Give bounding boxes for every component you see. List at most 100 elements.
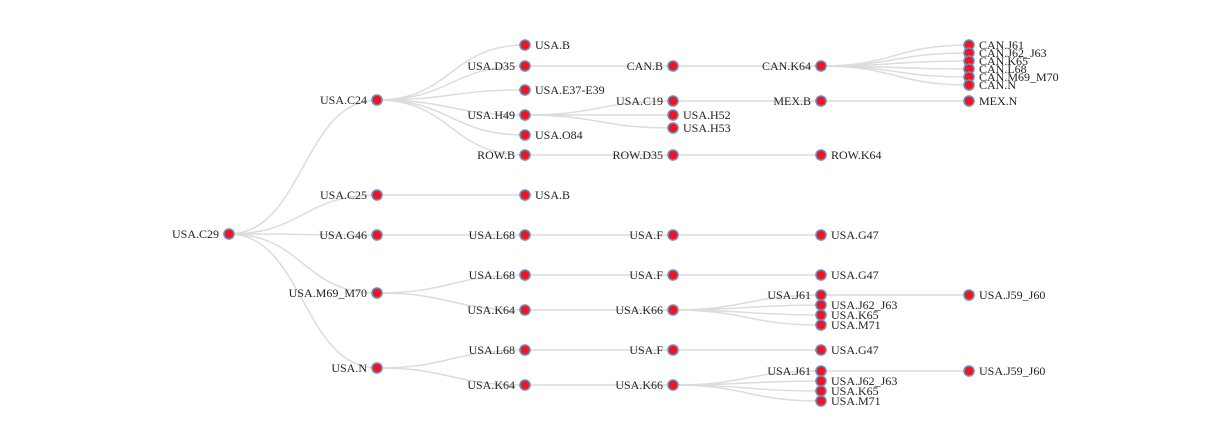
tree-node-usa-e37-e39[interactable]: USA.E37-E39 <box>519 83 605 97</box>
node-dot[interactable] <box>519 129 531 141</box>
tree-node-usa-n[interactable]: USA.N <box>331 361 383 375</box>
node-dot[interactable] <box>815 319 827 331</box>
node-dot[interactable] <box>371 362 383 374</box>
tree-node-mex-b[interactable]: MEX.B <box>773 94 827 108</box>
tree-node-usa-b[interactable]: USA.B <box>519 188 570 202</box>
node-label: USA.L68 <box>469 228 515 242</box>
tree-node-usa-l68[interactable]: USA.L68 <box>469 228 531 242</box>
tree-node-usa-d35[interactable]: USA.D35 <box>467 59 531 73</box>
tree-node-usa-j59-j60[interactable]: USA.J59_J60 <box>963 364 1045 378</box>
tree-node-usa-g46[interactable]: USA.G46 <box>319 228 383 242</box>
tree-node-usa-j61[interactable]: USA.J61 <box>767 364 827 378</box>
tree-node-usa-m71[interactable]: USA.M71 <box>815 318 881 332</box>
tree-node-row-k64[interactable]: ROW.K64 <box>815 148 882 162</box>
node-dot[interactable] <box>667 60 679 72</box>
tree-node-can-l68[interactable]: CAN.L68 <box>963 62 1027 76</box>
tree-node-usa-m71[interactable]: USA.M71 <box>815 394 881 408</box>
node-dot[interactable] <box>815 375 827 387</box>
tree-node-can-b[interactable]: CAN.B <box>627 59 679 73</box>
node-dot[interactable] <box>519 229 531 241</box>
tree-node-usa-f[interactable]: USA.F <box>629 228 679 242</box>
tree-node-row-d35[interactable]: ROW.D35 <box>612 148 679 162</box>
node-dot[interactable] <box>667 229 679 241</box>
node-dot[interactable] <box>667 149 679 161</box>
tree-node-usa-f[interactable]: USA.F <box>629 268 679 282</box>
node-dot[interactable] <box>371 94 383 106</box>
tree-node-usa-k66[interactable]: USA.K66 <box>615 303 679 317</box>
node-dot[interactable] <box>963 95 975 107</box>
tree-node-can-m69-m70[interactable]: CAN.M69_M70 <box>963 70 1059 84</box>
node-dot[interactable] <box>963 365 975 377</box>
tree-node-row-b[interactable]: ROW.B <box>477 148 531 162</box>
tree-node-usa-j62-j63[interactable]: USA.J62_J63 <box>815 374 897 388</box>
node-dot[interactable] <box>371 229 383 241</box>
node-dot[interactable] <box>667 109 679 121</box>
tree-node-can-k65[interactable]: CAN.K65 <box>963 54 1028 68</box>
node-dot[interactable] <box>223 228 235 240</box>
tree-node-mex-n[interactable]: MEX.N <box>963 94 1018 108</box>
tree-node-usa-j62-j63[interactable]: USA.J62_J63 <box>815 298 897 312</box>
node-dot[interactable] <box>519 39 531 51</box>
node-dot[interactable] <box>815 365 827 377</box>
tree-node-usa-h53[interactable]: USA.H53 <box>667 121 731 135</box>
tree-node-usa-c24[interactable]: USA.C24 <box>320 93 383 107</box>
tree-node-usa-c25[interactable]: USA.C25 <box>320 188 383 202</box>
node-label: USA.N <box>331 361 367 375</box>
tree-node-can-n[interactable]: CAN.N <box>963 78 1016 92</box>
node-dot[interactable] <box>815 229 827 241</box>
node-dot[interactable] <box>667 122 679 134</box>
node-dot[interactable] <box>815 395 827 407</box>
tree-node-usa-f[interactable]: USA.F <box>629 343 679 357</box>
tree-node-usa-k65[interactable]: USA.K65 <box>815 308 879 322</box>
tree-node-can-k64[interactable]: CAN.K64 <box>762 59 827 73</box>
node-dot[interactable] <box>519 109 531 121</box>
tree-node-usa-o84[interactable]: USA.O84 <box>519 128 583 142</box>
tree-node-can-j61[interactable]: CAN.J61 <box>963 38 1024 52</box>
node-label: USA.F <box>629 268 663 282</box>
tree-node-usa-h49[interactable]: USA.H49 <box>467 108 531 122</box>
tree-node-usa-j61[interactable]: USA.J61 <box>767 288 827 302</box>
node-dot[interactable] <box>815 299 827 311</box>
tree-node-usa-h52[interactable]: USA.H52 <box>667 108 731 122</box>
tree-node-usa-j59-j60[interactable]: USA.J59_J60 <box>963 288 1045 302</box>
node-dot[interactable] <box>963 289 975 301</box>
node-dot[interactable] <box>519 60 531 72</box>
node-dot[interactable] <box>519 304 531 316</box>
node-dot[interactable] <box>815 60 827 72</box>
node-dot[interactable] <box>519 189 531 201</box>
tree-link <box>228 99 378 235</box>
node-dot[interactable] <box>815 385 827 397</box>
node-dot[interactable] <box>815 344 827 356</box>
tree-node-usa-l68[interactable]: USA.L68 <box>469 343 531 357</box>
node-dot[interactable] <box>519 84 531 96</box>
node-dot[interactable] <box>667 344 679 356</box>
tree-node-usa-b[interactable]: USA.B <box>519 38 570 52</box>
node-dot[interactable] <box>667 304 679 316</box>
node-dot[interactable] <box>667 95 679 107</box>
node-dot[interactable] <box>519 269 531 281</box>
node-dot[interactable] <box>371 287 383 299</box>
tree-node-usa-k66[interactable]: USA.K66 <box>615 378 679 392</box>
tree-node-usa-c29[interactable]: USA.C29 <box>172 227 235 241</box>
node-dot[interactable] <box>667 269 679 281</box>
node-dot[interactable] <box>815 149 827 161</box>
node-dot[interactable] <box>519 149 531 161</box>
node-label: USA.B <box>535 188 570 202</box>
node-dot[interactable] <box>667 379 679 391</box>
tree-node-usa-g47[interactable]: USA.G47 <box>815 343 879 357</box>
tree-node-usa-c19[interactable]: USA.C19 <box>616 94 679 108</box>
tree-node-usa-g47[interactable]: USA.G47 <box>815 268 879 282</box>
node-dot[interactable] <box>371 189 383 201</box>
tree-node-usa-k64[interactable]: USA.K64 <box>467 303 531 317</box>
node-dot[interactable] <box>815 95 827 107</box>
node-dot[interactable] <box>519 379 531 391</box>
node-dot[interactable] <box>815 269 827 281</box>
tree-node-usa-m69-m70[interactable]: USA.M69_M70 <box>289 286 383 300</box>
node-dot[interactable] <box>519 344 531 356</box>
node-dot[interactable] <box>815 289 827 301</box>
tree-node-usa-l68[interactable]: USA.L68 <box>469 268 531 282</box>
node-dot[interactable] <box>963 79 975 91</box>
node-dot[interactable] <box>815 309 827 321</box>
tree-node-usa-g47[interactable]: USA.G47 <box>815 228 879 242</box>
tree-node-usa-k64[interactable]: USA.K64 <box>467 378 531 392</box>
